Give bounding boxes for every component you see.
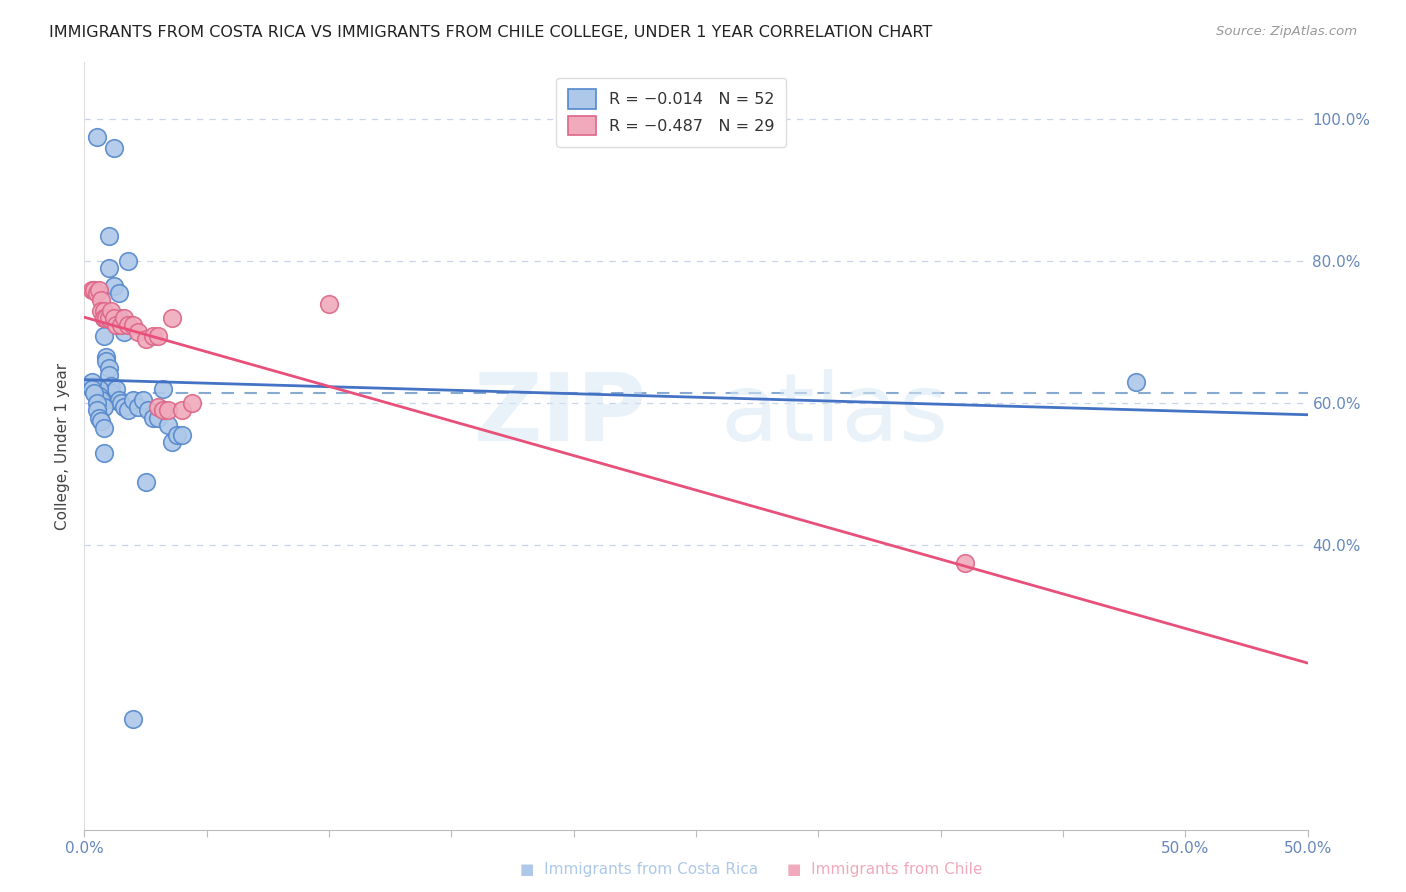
- Point: [110, 318, 132, 333]
- Point: [90, 304, 112, 318]
- Point: [86, 403, 108, 417]
- Point: [83, 283, 105, 297]
- Point: [112, 400, 135, 414]
- Point: [93, 329, 115, 343]
- Legend: R = −0.014   N = 52, R = −0.487   N = 29: R = −0.014 N = 52, R = −0.487 N = 29: [557, 78, 786, 146]
- Point: [90, 414, 112, 428]
- Point: [87, 389, 110, 403]
- Point: [132, 392, 155, 407]
- Point: [107, 311, 129, 326]
- Point: [97, 360, 120, 375]
- Point: [122, 318, 145, 333]
- Point: [162, 311, 184, 326]
- Point: [86, 396, 108, 410]
- Point: [110, 396, 132, 410]
- Point: [117, 318, 139, 333]
- Point: [86, 286, 108, 301]
- Point: [142, 410, 165, 425]
- Point: [146, 400, 169, 414]
- Point: [93, 400, 115, 414]
- Point: [97, 311, 120, 326]
- Point: [103, 392, 125, 407]
- Point: [100, 385, 122, 400]
- Point: [142, 329, 165, 343]
- Point: [90, 396, 112, 410]
- Point: [93, 311, 115, 326]
- Point: [146, 410, 169, 425]
- Point: [96, 311, 118, 326]
- Point: [107, 286, 129, 301]
- Point: [127, 326, 149, 340]
- Point: [156, 417, 179, 432]
- Point: [172, 403, 194, 417]
- Point: [105, 318, 128, 333]
- Point: [135, 333, 157, 347]
- Text: atlas: atlas: [720, 369, 949, 461]
- Point: [97, 261, 120, 276]
- Point: [90, 392, 112, 407]
- Text: Source: ZipAtlas.com: Source: ZipAtlas.com: [1216, 25, 1357, 38]
- Point: [112, 311, 135, 326]
- Point: [93, 446, 115, 460]
- Point: [103, 141, 125, 155]
- Point: [181, 396, 204, 410]
- Point: [152, 382, 174, 396]
- Point: [103, 311, 125, 326]
- Point: [80, 375, 103, 389]
- Point: [1125, 375, 1147, 389]
- Point: [90, 293, 112, 308]
- Point: [127, 400, 149, 414]
- Text: ■  Immigrants from Costa Rica: ■ Immigrants from Costa Rica: [520, 863, 758, 877]
- Point: [83, 378, 105, 392]
- Point: [97, 229, 120, 244]
- Point: [166, 428, 188, 442]
- Point: [93, 421, 115, 435]
- Point: [953, 556, 976, 570]
- Point: [97, 368, 120, 382]
- Point: [87, 283, 110, 297]
- Y-axis label: College, Under 1 year: College, Under 1 year: [55, 362, 70, 530]
- Point: [162, 435, 184, 450]
- Point: [117, 403, 139, 417]
- Point: [96, 353, 118, 368]
- Point: [86, 130, 108, 145]
- Point: [105, 382, 128, 396]
- Point: [122, 392, 145, 407]
- Point: [136, 403, 159, 417]
- Text: ZIP: ZIP: [474, 369, 647, 461]
- Text: IMMIGRANTS FROM COSTA RICA VS IMMIGRANTS FROM CHILE COLLEGE, UNDER 1 YEAR CORREL: IMMIGRANTS FROM COSTA RICA VS IMMIGRANTS…: [49, 25, 932, 40]
- Point: [100, 378, 122, 392]
- Point: [117, 254, 139, 268]
- Point: [152, 403, 174, 417]
- Point: [83, 385, 105, 400]
- Point: [172, 428, 194, 442]
- Point: [93, 311, 115, 326]
- Point: [87, 410, 110, 425]
- Point: [135, 475, 157, 489]
- Point: [100, 304, 122, 318]
- Point: [156, 403, 179, 417]
- Point: [96, 350, 118, 364]
- Point: [103, 279, 125, 293]
- Point: [107, 392, 129, 407]
- Text: ■  Immigrants from Chile: ■ Immigrants from Chile: [787, 863, 983, 877]
- Point: [93, 304, 115, 318]
- Point: [146, 329, 169, 343]
- Point: [80, 382, 103, 396]
- Point: [112, 326, 135, 340]
- Point: [87, 382, 110, 396]
- Point: [80, 283, 103, 297]
- Point: [318, 297, 340, 311]
- Point: [122, 713, 145, 727]
